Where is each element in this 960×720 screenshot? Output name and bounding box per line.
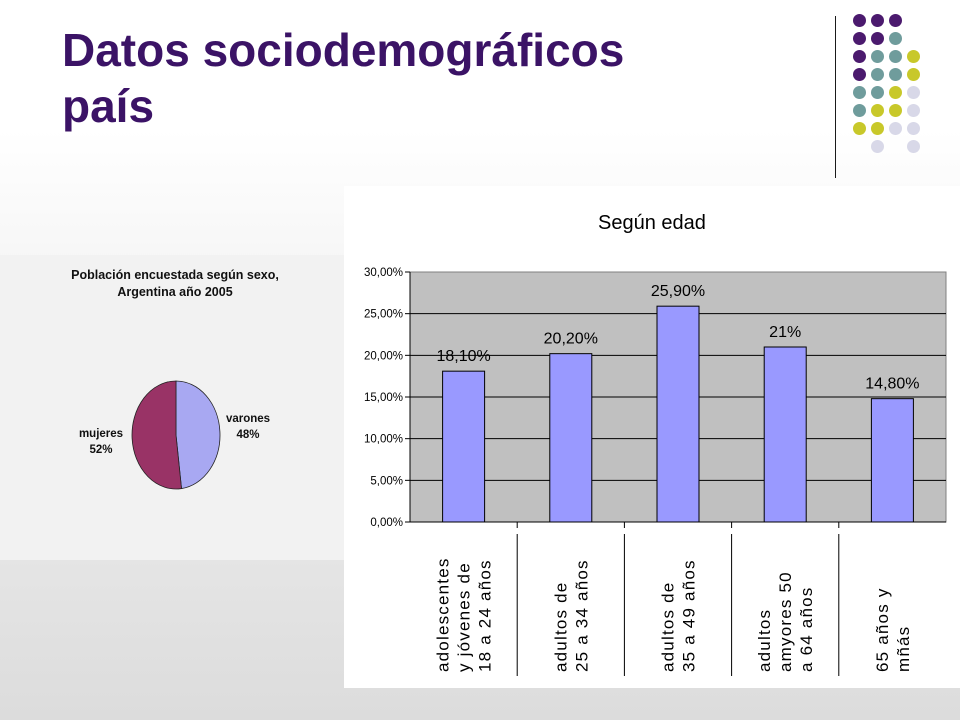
- x-category-label-line: 65 años y: [873, 587, 892, 672]
- decorative-dot: [853, 122, 866, 135]
- bar-chart-panel: Según edad 0,00% 5,00% 10,00% 15,00% 20,00% 25…: [344, 186, 960, 688]
- bar-data-label: 18,10%: [436, 348, 490, 365]
- decorative-dot: [889, 86, 902, 99]
- pie-legend-varones: varones: [226, 413, 270, 425]
- x-category-label-line: a 64 años: [797, 587, 816, 672]
- decorative-dot: [871, 50, 884, 63]
- bar-data-label: 14,80%: [865, 376, 919, 393]
- decorative-dot: [871, 14, 884, 27]
- decorative-dot-grid: [848, 12, 948, 162]
- pie-slice-mujeres: [131, 380, 182, 490]
- decorative-dot: [853, 104, 866, 117]
- x-category-label-line: adultos: [755, 609, 774, 672]
- bar-data-label: 20,20%: [544, 331, 598, 348]
- decorative-dot: [889, 32, 902, 45]
- x-category-label-line: 18 a 24 años: [476, 559, 495, 672]
- y-tick-label: 15,00%: [364, 392, 403, 404]
- pie-slice-varones: [175, 380, 221, 490]
- pie-data-label-mujeres: 52%: [89, 444, 112, 456]
- bar-data-label: 21%: [769, 324, 801, 341]
- bar-chart: Según edad 0,00% 5,00% 10,00% 15,00% 20,00% 25…: [364, 212, 947, 676]
- bar: [870, 398, 914, 523]
- decorative-dot: [907, 68, 920, 81]
- decorative-dot: [853, 68, 866, 81]
- x-category-label-line: mñás: [894, 626, 913, 672]
- decorative-dot: [853, 86, 866, 99]
- slide-title-line: Datos sociodemográficos: [62, 24, 625, 76]
- x-category-label: adolescentes y jóvenes de 18 a 24 años: [434, 557, 495, 672]
- decorative-dot: [871, 86, 884, 99]
- x-category-label-line: y jóvenes de: [455, 562, 474, 672]
- decorative-dot: [889, 104, 902, 117]
- x-category-label: adultos amyores 50 a 64 años: [755, 571, 816, 672]
- decorative-dot: [871, 32, 884, 45]
- decorative-dot: [907, 86, 920, 99]
- decorative-dot: [889, 122, 902, 135]
- pie-data-label-varones: 48%: [236, 429, 259, 441]
- y-tick-label: 20,00%: [364, 350, 403, 362]
- decorative-dot: [889, 50, 902, 63]
- y-tick-label: 10,00%: [364, 434, 403, 446]
- x-category-label: adultos de 35 a 49 años: [659, 559, 699, 672]
- decorative-dot: [907, 50, 920, 63]
- bar-chart-title: Según edad: [598, 212, 706, 234]
- y-tick-label: 0,00%: [370, 517, 403, 529]
- pie-legend-mujeres: mujeres: [79, 428, 123, 440]
- slide-title: Datos sociodemográficos país: [62, 22, 762, 134]
- y-tick-label: 5,00%: [370, 475, 403, 487]
- decorative-dot: [907, 140, 920, 153]
- x-category-label-line: adultos de: [551, 582, 570, 672]
- bar: [549, 353, 593, 523]
- title-divider: [835, 16, 836, 178]
- y-tick-label: 25,00%: [364, 309, 403, 321]
- x-category-label-line: adultos de: [659, 582, 678, 672]
- slide-title-line: país: [62, 80, 155, 132]
- bar-data-label: 25,90%: [651, 283, 705, 300]
- decorative-dot: [871, 140, 884, 153]
- decorative-dot: [871, 104, 884, 117]
- decorative-dot: [853, 14, 866, 27]
- pie-chart-panel: Población encuestada según sexo, Argenti…: [0, 255, 344, 560]
- bar: [442, 370, 486, 523]
- bar: [656, 305, 700, 523]
- x-category-label-line: 35 a 49 años: [680, 559, 699, 672]
- pie-chart: varones 48% mujeres 52%: [79, 380, 270, 490]
- decorative-dot: [853, 50, 866, 63]
- x-category-label: adultos de 25 a 34 años: [551, 559, 591, 672]
- x-category-label-line: amyores 50: [776, 571, 795, 672]
- decorative-dot: [889, 14, 902, 27]
- decorative-dot: [853, 32, 866, 45]
- pie-chart-title: Población encuestada según sexo, Argenti…: [71, 268, 279, 299]
- decorative-dot: [907, 122, 920, 135]
- x-category-label-line: 25 a 34 años: [572, 559, 591, 672]
- y-tick-label: 30,00%: [364, 267, 403, 279]
- decorative-dot: [907, 104, 920, 117]
- decorative-dot: [871, 122, 884, 135]
- bar: [763, 346, 807, 523]
- decorative-dot: [889, 68, 902, 81]
- decorative-dot: [871, 68, 884, 81]
- x-category-label: 65 años y mñás: [873, 587, 913, 672]
- x-category-label-line: adolescentes: [434, 557, 453, 672]
